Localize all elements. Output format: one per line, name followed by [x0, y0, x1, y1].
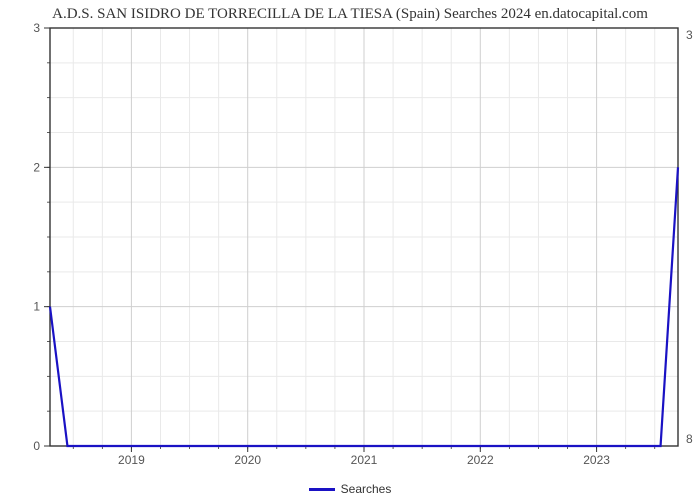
svg-text:0: 0 [33, 439, 40, 453]
legend: Searches [0, 482, 700, 496]
svg-text:3: 3 [33, 21, 40, 35]
chart-title: A.D.S. SAN ISIDRO DE TORRECILLA DE LA TI… [0, 6, 700, 23]
legend-label: Searches [341, 482, 392, 496]
svg-text:2022: 2022 [467, 453, 494, 467]
svg-text:8: 8 [686, 432, 693, 446]
svg-text:2023: 2023 [583, 453, 610, 467]
chart-container: A.D.S. SAN ISIDRO DE TORRECILLA DE LA TI… [0, 0, 700, 500]
plot-svg: 20192020202120222023012383 [50, 28, 678, 446]
svg-text:1: 1 [33, 300, 40, 314]
svg-text:2019: 2019 [118, 453, 145, 467]
svg-text:2020: 2020 [234, 453, 261, 467]
svg-text:2: 2 [33, 160, 40, 174]
svg-text:2021: 2021 [351, 453, 378, 467]
svg-text:3: 3 [686, 28, 693, 42]
legend-swatch [309, 488, 335, 491]
plot-area: 20192020202120222023012383 [50, 28, 678, 446]
